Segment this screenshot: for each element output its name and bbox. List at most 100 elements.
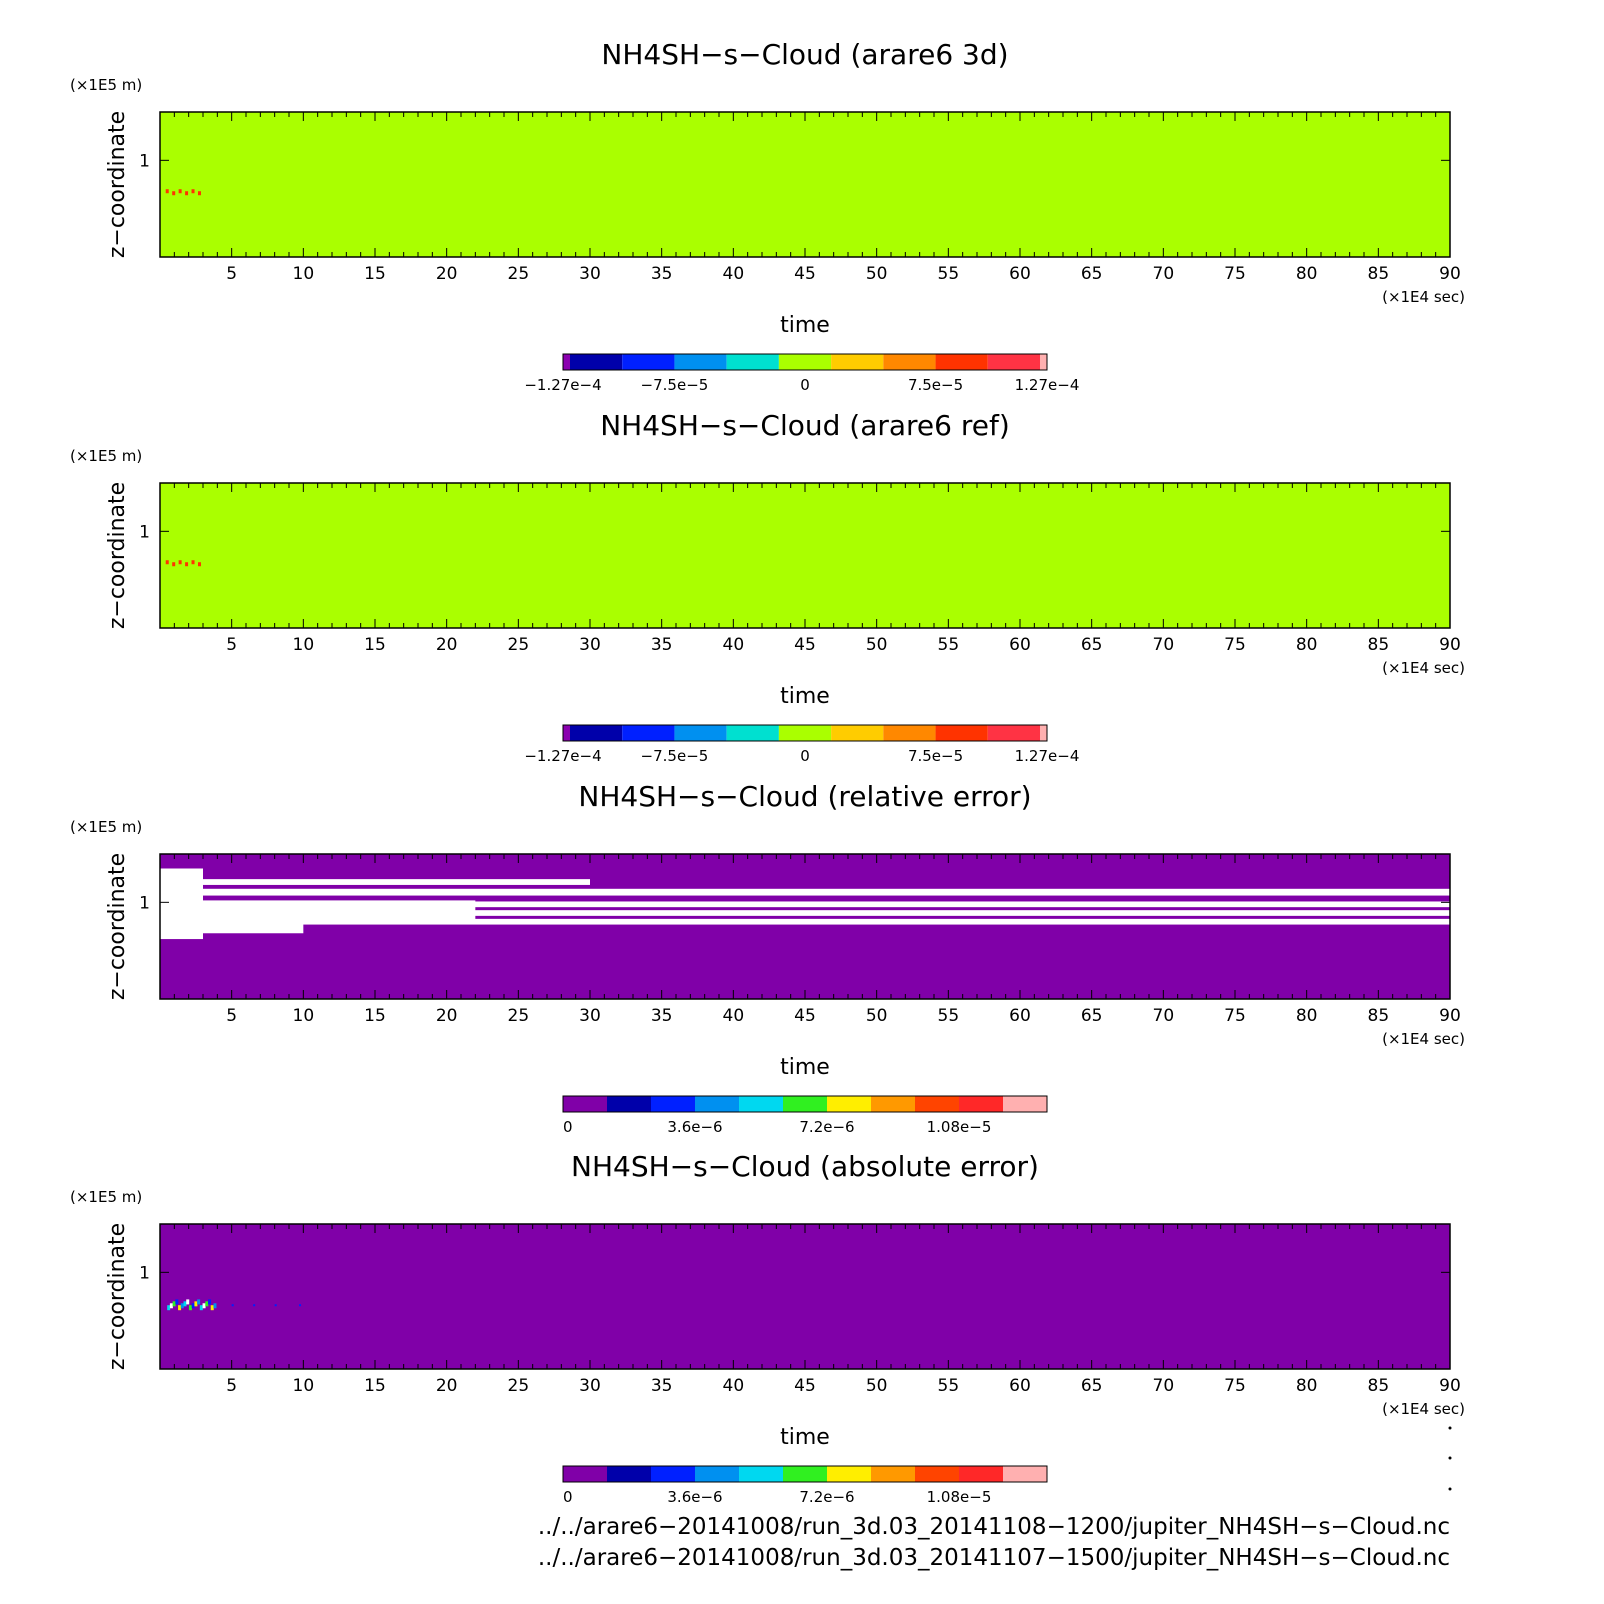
x-tick-label: 10: [293, 635, 315, 655]
y-axis-label: z−coordinate: [105, 482, 130, 629]
x-tick-label: 20: [436, 1376, 458, 1396]
colorbar-segment: [726, 354, 779, 370]
colorbar-label: −7.5e−5: [641, 747, 709, 765]
x-tick-label: 30: [579, 264, 601, 284]
x-tick-label: 70: [1153, 1376, 1175, 1396]
colorbar-segment: [959, 1466, 1003, 1482]
x-tick-label: 75: [1224, 1376, 1246, 1396]
x-unit-label: (×1E4 sec): [1382, 659, 1465, 677]
colorbar-label: 0: [563, 1118, 573, 1136]
x-tick-label: 25: [508, 1376, 530, 1396]
colorbar-label: 0: [563, 1488, 573, 1506]
error-patch: [180, 1303, 184, 1309]
error-patch: [197, 1299, 201, 1305]
x-tick-label: 10: [293, 1376, 315, 1396]
colorbar-segment: [651, 1466, 695, 1482]
purple-streak: [475, 915, 1450, 919]
colorbar-label: 1.27e−4: [1015, 376, 1080, 394]
chart-title: NH4SH−s−Cloud (arare6 ref): [600, 409, 1010, 442]
x-tick-label: 20: [436, 264, 458, 284]
x-tick-label: 15: [364, 635, 386, 655]
x-tick-label: 25: [508, 264, 530, 284]
x-tick-label: 35: [651, 635, 673, 655]
x-tick-label: 85: [1368, 635, 1390, 655]
x-tick-label: 50: [866, 1376, 888, 1396]
y-unit-label: (×1E5 m): [70, 76, 142, 94]
colorbar-segment: [778, 354, 832, 370]
colorbar-segment: [915, 1096, 959, 1112]
red-patch: [185, 562, 189, 567]
x-tick-label: 60: [1009, 264, 1031, 284]
x-tick-label: 70: [1153, 635, 1175, 655]
x-tick-label: 75: [1224, 264, 1246, 284]
colorbar-segment: [883, 725, 936, 741]
x-tick-label: 80: [1296, 1006, 1318, 1026]
x-tick-label: 90: [1439, 635, 1461, 655]
x-tick-label: 35: [651, 1006, 673, 1026]
colorbar-segment: [563, 725, 570, 741]
colorbar-segment: [1003, 1466, 1047, 1482]
error-speck: [231, 1304, 234, 1307]
white-band: [203, 921, 304, 934]
colorbar: 0 3.6e−6 7.2e−6 1.08e−5: [562, 1465, 1048, 1506]
colorbar-label: 1.27e−4: [1015, 747, 1080, 765]
x-axis-label: time: [780, 313, 830, 338]
error-patch: [167, 1305, 171, 1311]
error-speck: [253, 1304, 256, 1307]
plot-background: [160, 112, 1450, 257]
x-tick-label: 80: [1296, 264, 1318, 284]
colorbar-label: 1.08e−5: [927, 1118, 992, 1136]
error-patch: [194, 1301, 198, 1307]
white-band: [160, 888, 1450, 896]
y-unit-label: (×1E5 m): [70, 447, 142, 465]
x-axis-label: time: [780, 1055, 830, 1080]
y-axis-label: z−coordinate: [105, 1223, 130, 1370]
colorbar-segment: [674, 354, 727, 370]
red-patch: [165, 560, 169, 565]
y-tick-label: 1: [139, 893, 150, 913]
colorbar-label: −1.27e−4: [524, 376, 601, 394]
colorbar-segment: [563, 354, 570, 370]
error-patch: [213, 1303, 217, 1309]
error-patch: [183, 1301, 187, 1307]
colorbar-segment: [570, 725, 623, 741]
colorbar-segment: [726, 725, 779, 741]
colorbar-segment: [651, 1096, 695, 1112]
x-tick-label: 5: [226, 635, 237, 655]
x-tick-label: 55: [938, 264, 960, 284]
x-tick-label: 35: [651, 1376, 673, 1396]
colorbar-segment: [695, 1466, 739, 1482]
colorbar-segment: [622, 725, 675, 741]
plot-background: [160, 483, 1450, 628]
x-tick-label: 50: [866, 264, 888, 284]
red-patch: [185, 191, 189, 196]
colorbar-segment: [1040, 354, 1047, 370]
colorbar-segment: [563, 1096, 607, 1112]
colorbar-segment: [959, 1096, 1003, 1112]
colorbar-segment: [915, 1466, 959, 1482]
x-tick-label: 70: [1153, 264, 1175, 284]
error-patch: [178, 1305, 182, 1311]
x-tick-label: 65: [1081, 1376, 1103, 1396]
x-tick-label: 40: [723, 635, 745, 655]
error-patch: [202, 1303, 206, 1309]
footer-dot: [1448, 1487, 1452, 1491]
x-tick-label: 85: [1368, 1376, 1390, 1396]
red-patch: [197, 191, 201, 196]
colorbar: 0 3.6e−6 7.2e−6 1.08e−5: [562, 1095, 1048, 1136]
colorbar-segment: [783, 1466, 827, 1482]
colorbar-frame: [562, 1465, 1048, 1483]
x-tick-label: 80: [1296, 1376, 1318, 1396]
x-tick-label: 30: [579, 635, 601, 655]
y-unit-label: (×1E5 m): [70, 818, 142, 836]
y-axis-label: z−coordinate: [105, 111, 130, 258]
y-tick-label: 1: [139, 151, 150, 171]
red-patch: [191, 189, 195, 194]
colorbar-segment: [622, 354, 675, 370]
panel-1: NH4SH−s−Cloud (arare6 3d)(×1E5 m)5 10 15 20…: [70, 38, 1465, 394]
red-patch: [165, 189, 169, 194]
white-band: [160, 868, 203, 903]
red-patch: [172, 562, 176, 567]
red-patch: [172, 191, 176, 196]
x-tick-label: 40: [723, 1376, 745, 1396]
